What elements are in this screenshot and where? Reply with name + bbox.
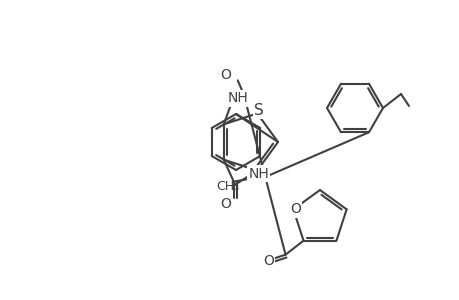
Text: O: O <box>289 202 300 216</box>
Text: O: O <box>220 68 231 83</box>
Text: NH: NH <box>227 92 247 105</box>
Text: NH: NH <box>248 167 269 181</box>
Text: CH₃: CH₃ <box>216 180 239 193</box>
Text: O: O <box>220 196 231 211</box>
Text: O: O <box>263 254 274 268</box>
Text: S: S <box>254 103 263 118</box>
